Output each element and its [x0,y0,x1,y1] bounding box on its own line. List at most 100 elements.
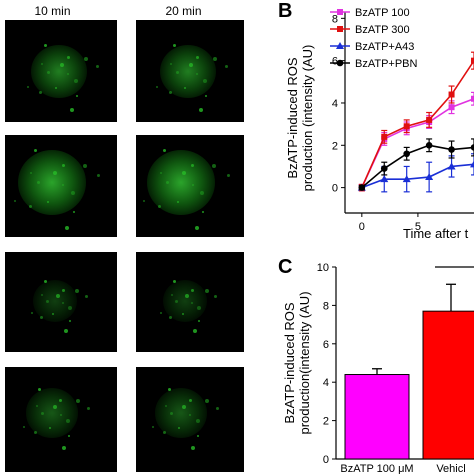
fluorescent-speck [41,62,43,65]
fluorescent-speck [43,44,47,48]
fluorescent-speck [55,86,58,89]
fluorescent-speck [13,199,16,202]
chart-b-y-label-line: production (intensity (AU) [300,45,315,192]
fluorescent-speck [157,205,161,209]
chart-c-y-label-line: production(intensity (AU) [297,291,312,434]
cell-fluorescence [159,45,216,99]
fluorescent-speck [40,315,44,319]
chart-b-point [425,173,434,181]
fluorescent-speck [188,62,193,67]
fluorescent-speck [62,446,67,451]
fluorescent-speck [191,302,194,304]
chart-b-point [402,175,411,183]
fluorescent-speck [45,300,49,304]
fluorescent-speck [213,295,217,299]
fluorescent-speck [46,70,50,74]
chart-b-point [403,123,410,130]
column-header-10min: 10 min [34,4,71,18]
fluorescent-speck [172,279,176,283]
fluorescent-speck [196,73,199,76]
fluorescent-speck [59,414,62,417]
chart-c-y-tick-label: 2 [323,416,329,428]
fluorescent-speck [75,95,78,98]
chart-b-point [381,133,388,140]
fluorescent-speck [202,211,205,214]
chart-b-x-label: Time after t [403,226,469,241]
fluorescent-speck [198,107,203,112]
fluorescent-speck [168,90,172,94]
chart-b-legend-label: BzATP 100 [355,7,410,19]
fluorescent-speck [205,399,210,404]
fluorescent-speck [203,78,208,83]
fluorescent-speck [43,279,47,283]
chart-b-y-label-line: BzATP-induced ROS [285,57,300,178]
chart-b-point [470,160,474,168]
fluorescent-speck [166,181,170,185]
chart-b-legend-marker [336,59,344,67]
fluorescent-speck [41,293,44,296]
fluorescent-speck [195,419,200,424]
fluorescent-speck [75,399,80,404]
micrograph-panel [5,135,117,237]
fluorescent-speck [66,419,71,424]
fluorescent-speck [172,44,176,48]
fluorescent-speck [30,312,33,315]
fluorescent-speck [84,56,89,61]
fluorescent-speck [225,64,229,68]
micrograph-panel [136,20,244,122]
fluorescent-speck [22,426,25,429]
chart-b-y-tick-label: 4 [332,98,338,110]
chart-c-y-tick-label: 8 [323,300,329,312]
fluorescent-speck [196,306,201,311]
chart-b-series-line [361,163,474,189]
fluorescent-speck [213,56,218,61]
fluorescent-speck [97,173,101,177]
fluorescent-speck [61,288,65,292]
fluorescent-speck [195,56,199,60]
chart-b-point [426,119,433,126]
fluorescent-speck [39,90,43,94]
micrograph-panel [5,367,117,472]
fluorescent-speck [163,149,167,153]
fluorescent-speck [200,190,205,195]
fluorescent-speck [96,64,100,68]
fluorescent-speck [188,398,192,402]
fluorescent-speck [65,225,70,230]
chart-b-point [403,150,410,158]
fluorescent-speck [83,164,87,169]
chart-b-series-line [361,60,474,188]
chart-c-y-label-line: BzATP-induced ROS [282,302,297,423]
chart-b-point [380,165,388,172]
fluorescent-speck [33,149,37,153]
chart-b-point [448,91,455,98]
fluorescent-speck [205,95,208,98]
chart-b-legend-marker [337,9,343,15]
fluorescent-speck [175,70,179,74]
fluorescent-speck [62,183,65,186]
fluorescent-speck [72,211,75,214]
chart-b-point [447,162,456,170]
fluorescent-speck [86,406,90,410]
cell-fluorescence [162,280,207,322]
chart-c-category-label: Vehicl [436,463,465,474]
chart-b-point [358,184,365,191]
chart-b-point [426,116,433,123]
fluorescent-speck [59,62,64,67]
micrograph-panel [5,20,117,122]
micrograph-panel [136,135,244,237]
cell-fluorescence [155,388,208,438]
fluorescent-speck [62,302,64,304]
chart-b-legend-label: BzATP 300 [355,24,410,36]
fluorescent-speck [191,183,194,186]
fluorescent-speck [184,86,187,89]
panel-letter-c: C [278,256,293,278]
chart-b-y-tick-label: 6 [332,56,338,68]
fluorescent-speck [34,430,38,434]
fluorescent-speck [27,86,30,89]
cell-fluorescence [18,149,87,215]
fluorescent-speck [170,62,173,65]
fluorescent-speck [194,225,199,230]
cell-fluorescence [147,149,216,215]
chart-b-point [357,183,366,191]
fluorescent-speck [67,435,70,438]
